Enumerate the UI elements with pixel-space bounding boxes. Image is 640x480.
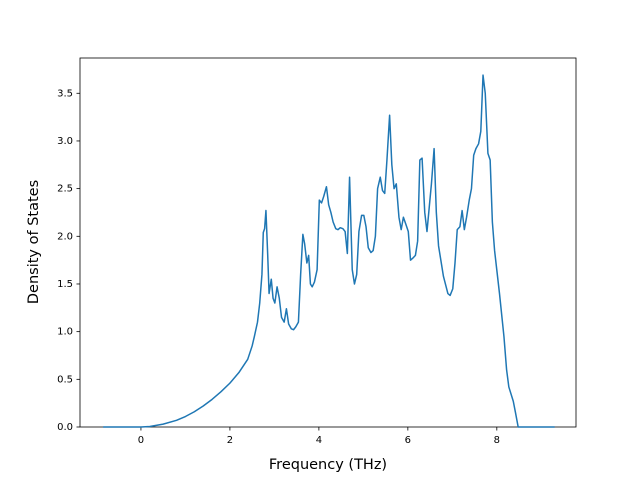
y-axis-label: Density of States: [26, 180, 42, 304]
x-tick-label: 0: [138, 435, 144, 446]
x-tick-label: 2: [227, 435, 233, 446]
y-tick-label: 2.0: [57, 231, 73, 242]
y-tick-label: 3.0: [57, 136, 73, 147]
plot-frame: [79, 57, 577, 428]
y-tick-label: 2.5: [57, 184, 73, 195]
data-line: [103, 74, 555, 428]
x-axis-label: Frequency (THz): [269, 457, 387, 473]
y-tick-label: 1.5: [57, 279, 73, 290]
y-tick-label: 3.5: [57, 88, 73, 99]
x-tick-label: 8: [494, 435, 500, 446]
y-tick-label: 1.0: [57, 327, 73, 338]
x-tick-label: 4: [316, 435, 322, 446]
y-tick-label: 0.0: [57, 422, 73, 433]
y-tick-label: 0.5: [57, 374, 73, 385]
x-tick-label: 6: [405, 435, 411, 446]
